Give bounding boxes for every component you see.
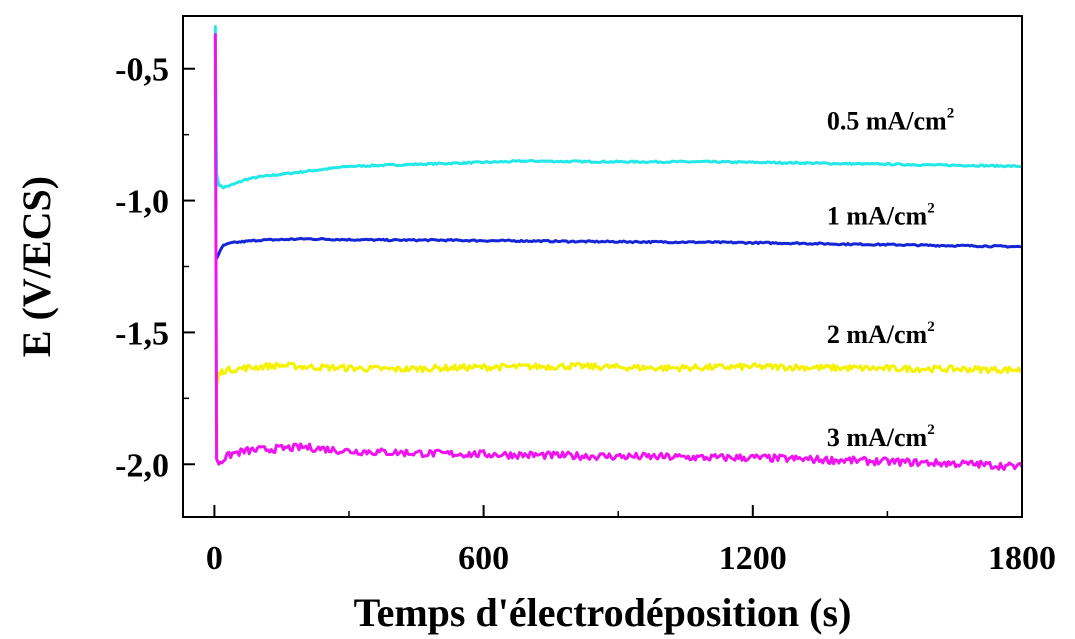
y-tick-label-3: -2,0 bbox=[115, 447, 169, 484]
x-axis-title: Temps d'électrodéposition (s) bbox=[354, 590, 852, 635]
series-label-0: 0.5 mA/cm2 bbox=[827, 105, 954, 135]
series-line-1 bbox=[215, 236, 1022, 260]
series-line-0 bbox=[213, 25, 1023, 190]
plot-marks bbox=[213, 25, 1024, 471]
x-tick-label-2: 1200 bbox=[719, 540, 787, 577]
axes: 0 600 1200 1800 -0,5 -1,0 -1,5 -2,0 0.5 mA/cm2 1 … bbox=[115, 52, 1056, 577]
y-tick-label-0: -0,5 bbox=[115, 52, 169, 89]
y-axis-title: E (V/ECS) bbox=[14, 176, 59, 357]
x-tick-label-3: 1800 bbox=[988, 540, 1056, 577]
series-line-2 bbox=[215, 361, 1023, 386]
x-tick-label-1: 600 bbox=[458, 540, 509, 577]
y-tick-label-1: -1,0 bbox=[115, 184, 169, 221]
series-label-sup-2: 2 bbox=[927, 319, 935, 335]
series-label-2: 2 mA/cm2 bbox=[827, 319, 935, 349]
series-label-1: 1 mA/cm2 bbox=[827, 200, 935, 230]
series-label-sup-3: 2 bbox=[927, 422, 935, 438]
series-label-sup-0: 2 bbox=[947, 105, 955, 121]
y-tick-label-2: -1,5 bbox=[115, 315, 169, 352]
x-tick-label-0: 0 bbox=[206, 540, 223, 577]
series-label-3: 3 mA/cm2 bbox=[827, 422, 935, 452]
series-line-3 bbox=[213, 33, 1024, 471]
series-label-sup-1: 2 bbox=[927, 200, 935, 216]
